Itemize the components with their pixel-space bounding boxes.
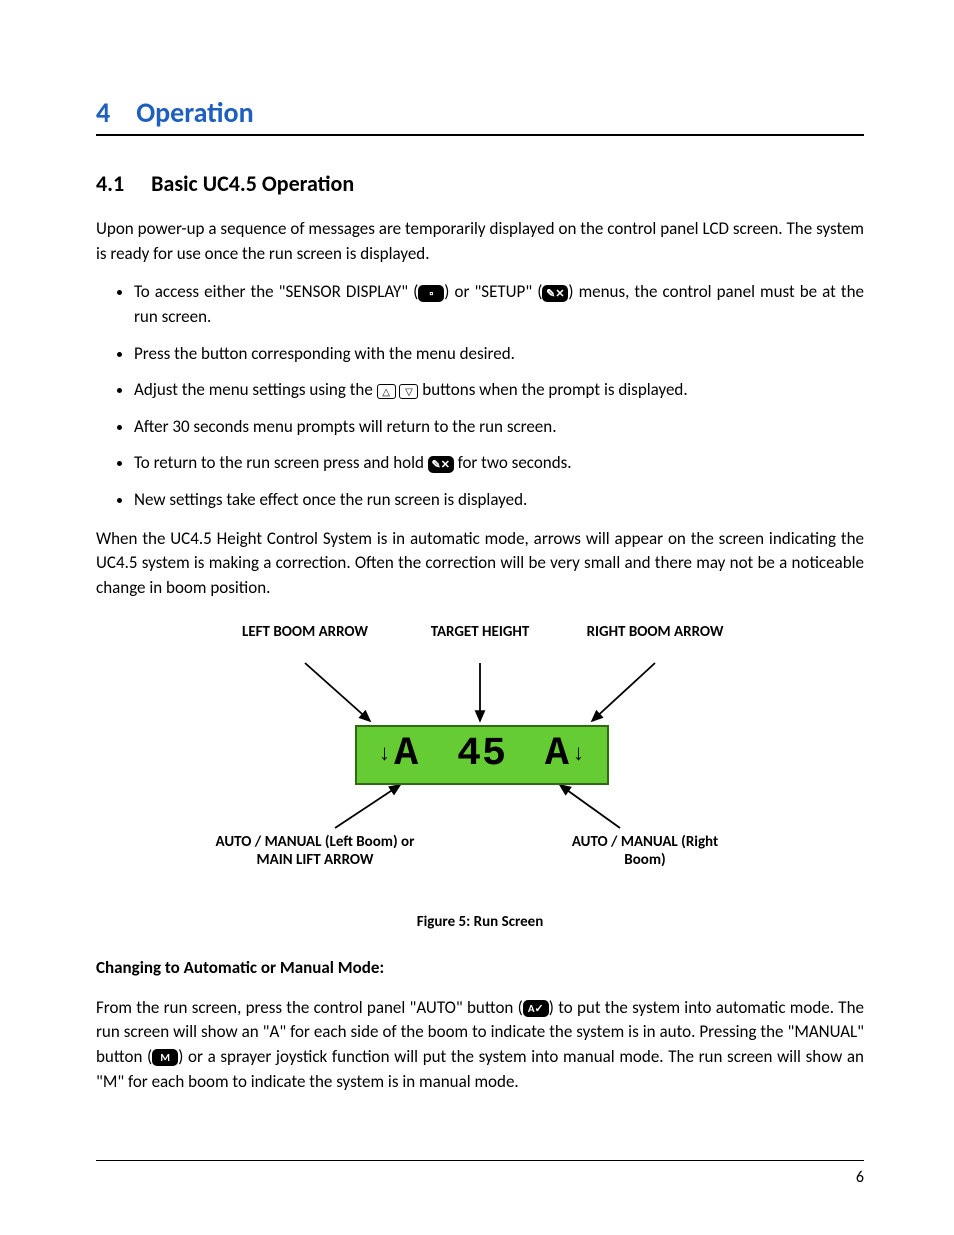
setup-hold-icon: ✎✕: [428, 456, 454, 473]
figure-label-auto-manual-left: AUTO / MANUAL (Left Boom) or MAIN LIFT A…: [215, 833, 415, 871]
lcd-right-segment: A ↓: [545, 732, 588, 777]
run-screen-figure: LEFT BOOM ARROW TARGET HEIGHT RIGHT BOOM…: [200, 623, 760, 903]
bullet-list: To access either the "SENSOR DISPLAY" (▫…: [96, 280, 864, 512]
auto-mode-paragraph: When the UC4.5 Height Control System is …: [96, 527, 864, 601]
figure-caption: Figure 5: Run Screen: [96, 913, 864, 931]
lcd-right-mode: A: [545, 732, 570, 777]
intro-paragraph: Upon power-up a sequence of messages are…: [96, 217, 864, 266]
document-page: 4 Operation 4.1 Basic UC4.5 Operation Up…: [0, 0, 954, 1235]
list-item: After 30 seconds menu prompts will retur…: [134, 415, 864, 440]
mode-change-paragraph: From the run screen, press the control p…: [96, 996, 864, 1095]
down-arrow-icon: ▽: [399, 384, 418, 399]
footer-rule: [96, 1160, 864, 1161]
auto-button-icon: A✓: [523, 1000, 549, 1017]
list-item: New settings take effect once the run sc…: [134, 488, 864, 513]
subsection-heading: Changing to Automatic or Manual Mode:: [96, 957, 864, 978]
section-heading: 4.1 Basic UC4.5 Operation: [96, 170, 864, 197]
lcd-left-segment: ↓ A: [376, 732, 419, 777]
up-arrow-icon: △: [377, 384, 396, 399]
lcd-right-arrow-icon: ↓: [572, 745, 586, 765]
setup-icon: ✎✕: [542, 285, 568, 302]
section-number: 4.1: [96, 170, 124, 197]
sensor-display-icon: ▫: [418, 285, 444, 302]
chapter-heading: 4 Operation: [96, 95, 864, 136]
lcd-display: ↓ A 45 A ↓: [355, 725, 609, 785]
list-item: To access either the "SENSOR DISPLAY" (▫…: [134, 280, 864, 329]
figure-label-auto-manual-right: AUTO / MANUAL (Right Boom): [555, 833, 735, 871]
list-item: Adjust the menu settings using the △ ▽ b…: [134, 378, 864, 403]
manual-button-icon: M: [152, 1049, 178, 1066]
list-item: Press the button corresponding with the …: [134, 342, 864, 367]
section-title: Basic UC4.5 Operation: [151, 170, 354, 197]
lcd-left-mode: A: [394, 732, 419, 777]
lcd-left-arrow-icon: ↓: [378, 745, 392, 765]
chapter-number: 4: [96, 95, 110, 130]
chapter-title: Operation: [136, 95, 253, 130]
lcd-center-value: 45: [457, 732, 507, 777]
page-number: 6: [856, 1168, 864, 1187]
list-item: To return to the run screen press and ho…: [134, 451, 864, 476]
